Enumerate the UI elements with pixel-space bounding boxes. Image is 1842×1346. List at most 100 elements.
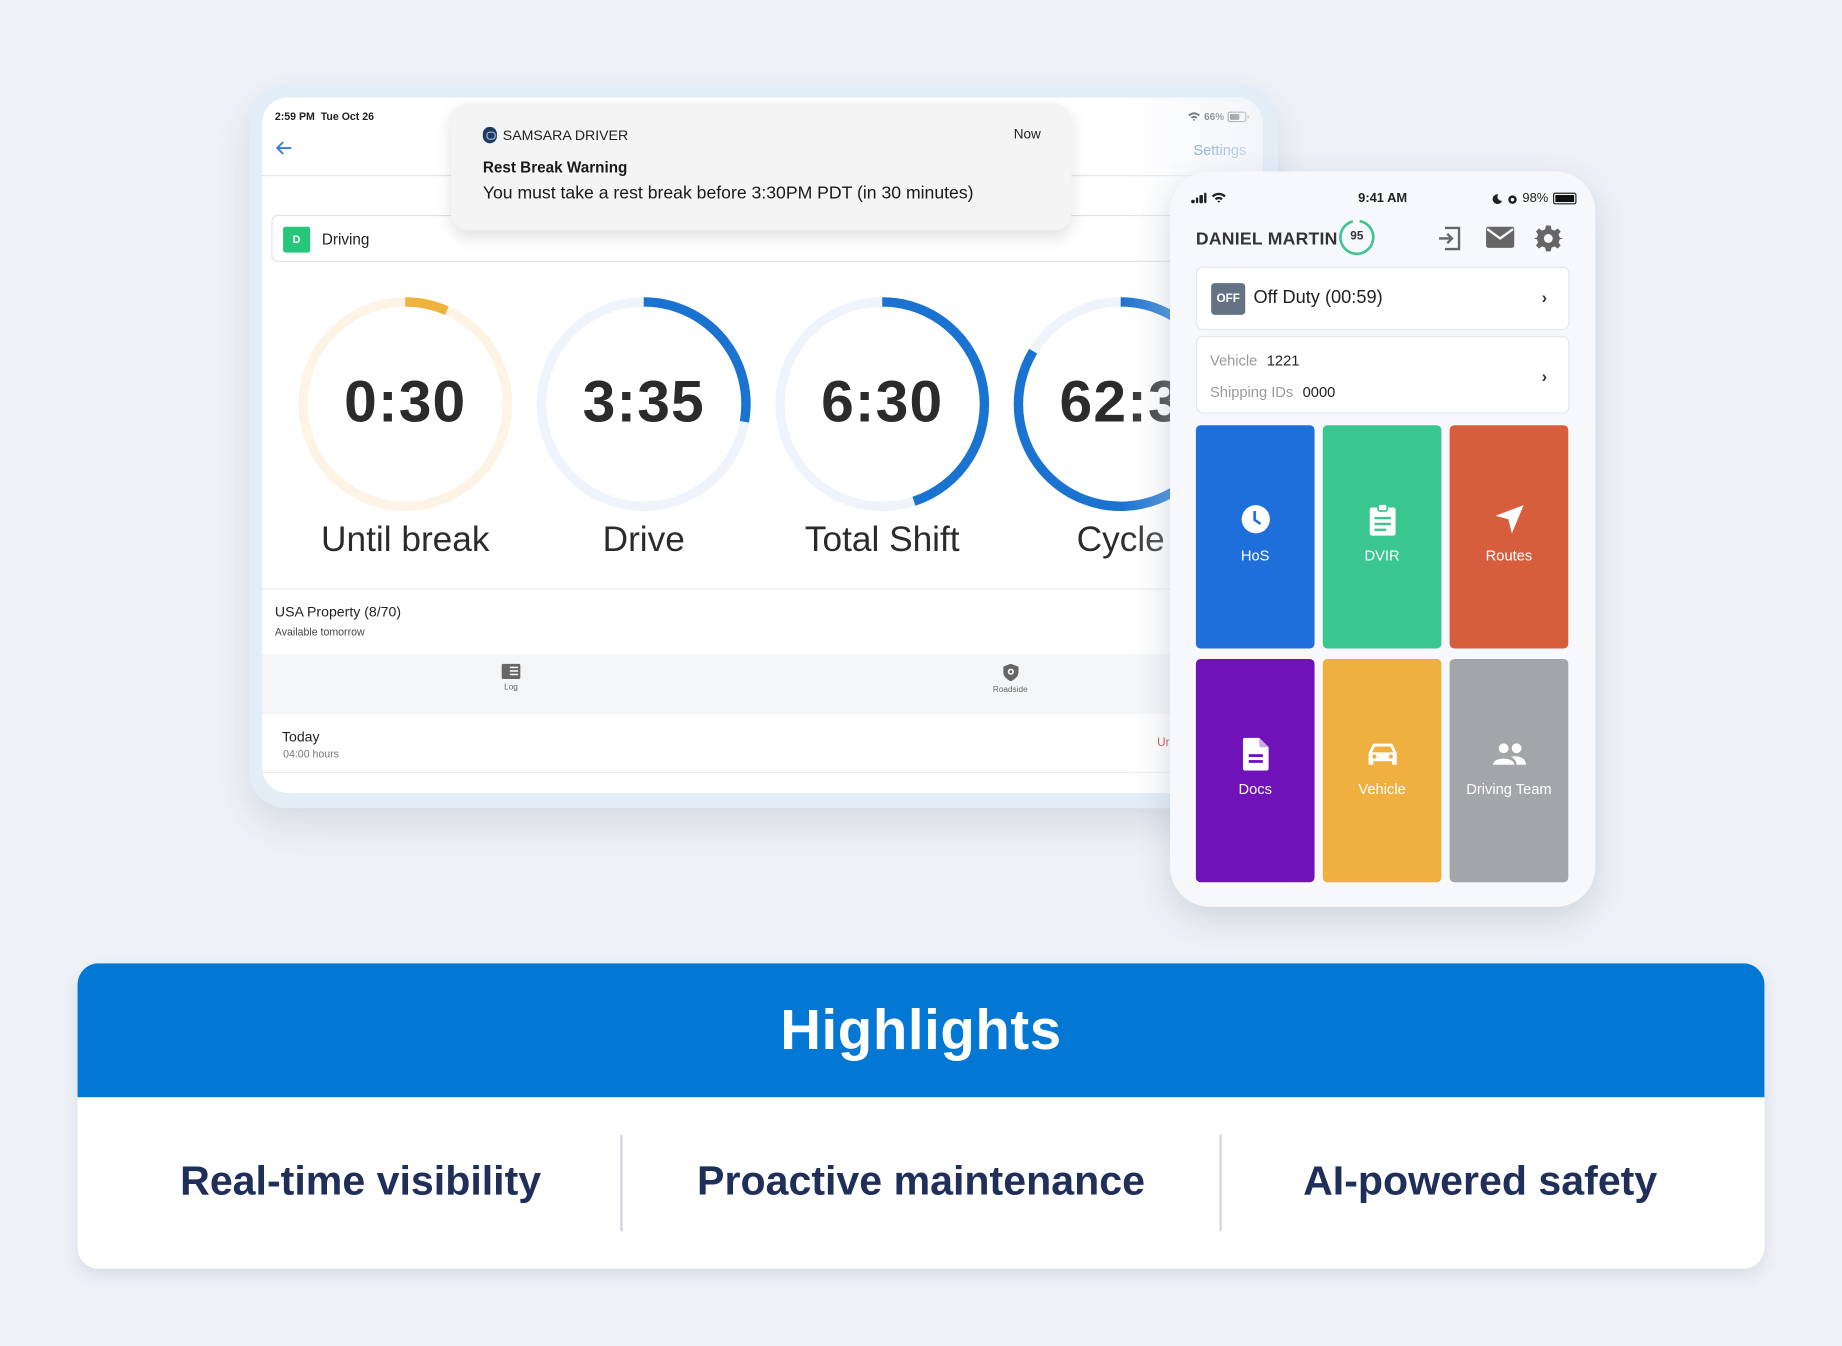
tile-label: Routes bbox=[1485, 547, 1533, 564]
chevron-right-icon: › bbox=[1541, 287, 1548, 307]
clock-label: Drive bbox=[602, 520, 685, 560]
moon-icon bbox=[1492, 193, 1503, 204]
vehicle-value: 1221 bbox=[1266, 352, 1300, 369]
ring-progress-icon bbox=[298, 297, 513, 512]
shipping-line: Shipping IDs 0000 bbox=[1210, 382, 1335, 403]
notification-app: SAMSARA DRIVER bbox=[482, 126, 629, 144]
settings-link[interactable]: Settings bbox=[1193, 142, 1247, 159]
roadside-shield-icon bbox=[1002, 663, 1018, 682]
tile-label: Driving Team bbox=[1466, 781, 1552, 798]
back-button[interactable] bbox=[275, 140, 292, 161]
tile-routes[interactable]: Routes bbox=[1449, 425, 1569, 649]
highlights-header: Highlights bbox=[77, 963, 1765, 1098]
highlight-item: AI-powered safety bbox=[1303, 1158, 1658, 1205]
off-duty-badge: OFF bbox=[1211, 283, 1246, 315]
tablet-status-right: 66% bbox=[1188, 110, 1249, 123]
tile-driving-team[interactable]: Driving Team bbox=[1449, 659, 1569, 883]
tile-label: HoS bbox=[1240, 547, 1270, 564]
highlights-title: Highlights bbox=[780, 999, 1062, 1062]
safety-score: 95 bbox=[1350, 230, 1364, 244]
car-icon bbox=[1323, 741, 1442, 773]
notification-title: Rest Break Warning bbox=[482, 158, 628, 177]
clock-value: 6:30 bbox=[821, 368, 944, 435]
notification-time: Now bbox=[1013, 128, 1041, 143]
tab-log[interactable]: Log bbox=[476, 663, 546, 692]
highlight-item: Proactive maintenance bbox=[697, 1158, 1145, 1205]
tile-label: DVIR bbox=[1364, 547, 1400, 564]
vehicle-info-row[interactable]: Vehicle 1221 Shipping IDs 0000 › bbox=[1195, 335, 1570, 414]
clock-icon bbox=[1196, 504, 1315, 540]
divider bbox=[620, 1134, 623, 1232]
navigation-arrow-icon bbox=[1450, 504, 1569, 540]
mail-icon bbox=[1486, 226, 1515, 248]
clock-label: Until break bbox=[321, 520, 490, 560]
tab-roadside[interactable]: Roadside bbox=[975, 663, 1045, 695]
today-hours: 04:00 hours bbox=[283, 748, 339, 761]
sign-out-button[interactable] bbox=[1436, 224, 1464, 252]
cellular-signal-icon bbox=[1191, 192, 1207, 204]
today-status-text: Ur bbox=[1157, 736, 1170, 750]
duty-status-label: Driving bbox=[321, 230, 370, 248]
duty-status-card[interactable]: D Driving bbox=[271, 214, 1263, 262]
today-title: Today bbox=[281, 728, 320, 745]
tile-docs[interactable]: Docs bbox=[1195, 659, 1315, 883]
duty-status-badge: D bbox=[283, 226, 311, 253]
log-book-icon bbox=[501, 663, 521, 679]
tab-label: Roadside bbox=[992, 686, 1028, 695]
battery-icon bbox=[1227, 111, 1249, 122]
divider bbox=[261, 771, 1263, 773]
score-ring-icon bbox=[1339, 219, 1375, 256]
arrow-left-icon bbox=[275, 141, 292, 155]
tile-label: Docs bbox=[1238, 781, 1272, 798]
clipboard-icon bbox=[1323, 503, 1442, 543]
ring-progress-icon bbox=[775, 297, 990, 512]
safety-score-badge[interactable]: 95 bbox=[1339, 219, 1375, 256]
gear-icon bbox=[1533, 225, 1564, 252]
battery-icon bbox=[1553, 192, 1577, 205]
clock-drive: 3:35 bbox=[532, 293, 755, 516]
status-date: Tue Oct 26 bbox=[320, 110, 375, 123]
phone-screen: 9:41 AM 98% DANIEL MARTIN 95 OFF Off Dut… bbox=[1170, 171, 1596, 907]
duty-status-row[interactable]: OFF Off Duty (00:59) › bbox=[1195, 266, 1570, 331]
ruleset-subtitle: Available tomorrow bbox=[274, 626, 365, 638]
phone-status-left bbox=[1191, 191, 1226, 204]
highlight-item: Real-time visibility bbox=[180, 1158, 542, 1205]
ring-progress-icon bbox=[536, 297, 751, 512]
wifi-icon bbox=[1211, 192, 1226, 203]
tab-label: Log bbox=[504, 683, 518, 692]
clock-value: 3:35 bbox=[582, 368, 705, 435]
messages-button[interactable] bbox=[1485, 224, 1515, 252]
wifi-icon bbox=[1188, 112, 1200, 121]
phone-status-time: 9:41 AM bbox=[1358, 191, 1408, 206]
divider bbox=[261, 588, 1263, 590]
driver-name: DANIEL MARTIN bbox=[1195, 229, 1338, 250]
tile-hos[interactable]: HoS bbox=[1195, 425, 1315, 649]
vehicle-label: Vehicle bbox=[1209, 352, 1258, 369]
tile-vehicle[interactable]: Vehicle bbox=[1322, 659, 1442, 883]
battery-percent: 98% bbox=[1522, 191, 1549, 206]
shipping-value: 0000 bbox=[1302, 384, 1336, 401]
tile-label: Vehicle bbox=[1358, 781, 1406, 798]
push-notification[interactable]: SAMSARA DRIVER Now Rest Break Warning Yo… bbox=[451, 103, 1072, 231]
clock-value: 0:30 bbox=[344, 368, 467, 435]
tile-dvir[interactable]: DVIR bbox=[1322, 425, 1442, 649]
highlights-card: Highlights Real-time visibility Proactiv… bbox=[77, 963, 1765, 1269]
phone-status-right: 98% bbox=[1492, 191, 1577, 206]
alarm-icon bbox=[1508, 194, 1517, 204]
shipping-label: Shipping IDs bbox=[1209, 384, 1294, 401]
people-icon bbox=[1450, 742, 1569, 771]
clock-total-shift: 6:30 bbox=[771, 293, 994, 516]
battery-percent: 66% bbox=[1204, 110, 1225, 123]
clock-label: Total Shift bbox=[804, 520, 960, 560]
settings-button[interactable] bbox=[1533, 224, 1564, 252]
chevron-right-icon: › bbox=[1541, 366, 1548, 386]
sign-out-icon bbox=[1439, 226, 1461, 251]
duty-status-label: Off Duty (00:59) bbox=[1253, 287, 1383, 308]
notification-body: You must take a rest break before 3:30PM… bbox=[482, 183, 974, 204]
notification-app-name: SAMSARA DRIVER bbox=[502, 126, 629, 144]
samsara-app-icon bbox=[482, 126, 497, 144]
vehicle-line: Vehicle 1221 bbox=[1210, 350, 1299, 371]
tablet-tab-bar: Log Roadside bbox=[261, 654, 1263, 715]
status-time: 2:59 PM bbox=[274, 110, 315, 123]
